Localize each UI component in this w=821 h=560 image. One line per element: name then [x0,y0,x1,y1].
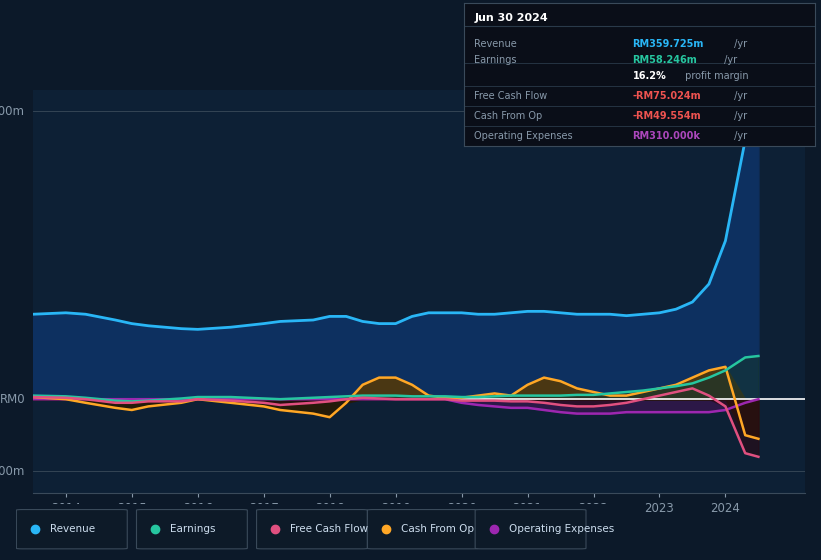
Text: -RM49.554m: -RM49.554m [632,111,701,120]
Text: -RM75.024m: -RM75.024m [632,91,701,101]
Text: /yr: /yr [721,55,737,65]
Text: RM400m: RM400m [0,105,25,118]
Text: RM310.000k: RM310.000k [632,130,700,141]
Text: Jun 30 2024: Jun 30 2024 [475,13,548,23]
FancyBboxPatch shape [368,510,479,549]
Text: Cash From Op: Cash From Op [401,524,475,534]
FancyBboxPatch shape [136,510,247,549]
Text: Operating Expenses: Operating Expenses [509,524,614,534]
Text: RM359.725m: RM359.725m [632,39,704,49]
Text: RM0: RM0 [0,393,25,405]
Text: Revenue: Revenue [50,524,95,534]
Text: Revenue: Revenue [475,39,517,49]
Text: /yr: /yr [731,39,747,49]
Text: Operating Expenses: Operating Expenses [475,130,573,141]
Text: /yr: /yr [731,111,747,120]
FancyBboxPatch shape [475,510,586,549]
Text: -RM100m: -RM100m [0,465,25,478]
FancyBboxPatch shape [257,510,368,549]
Text: Free Cash Flow: Free Cash Flow [475,91,548,101]
Text: Free Cash Flow: Free Cash Flow [291,524,369,534]
Text: Earnings: Earnings [475,55,517,65]
Text: RM58.246m: RM58.246m [632,55,697,65]
Text: Cash From Op: Cash From Op [475,111,543,120]
Text: /yr: /yr [731,130,747,141]
Text: profit margin: profit margin [681,71,749,81]
Text: Earnings: Earnings [171,524,216,534]
FancyBboxPatch shape [16,510,127,549]
Text: /yr: /yr [731,91,747,101]
Text: 16.2%: 16.2% [632,71,667,81]
